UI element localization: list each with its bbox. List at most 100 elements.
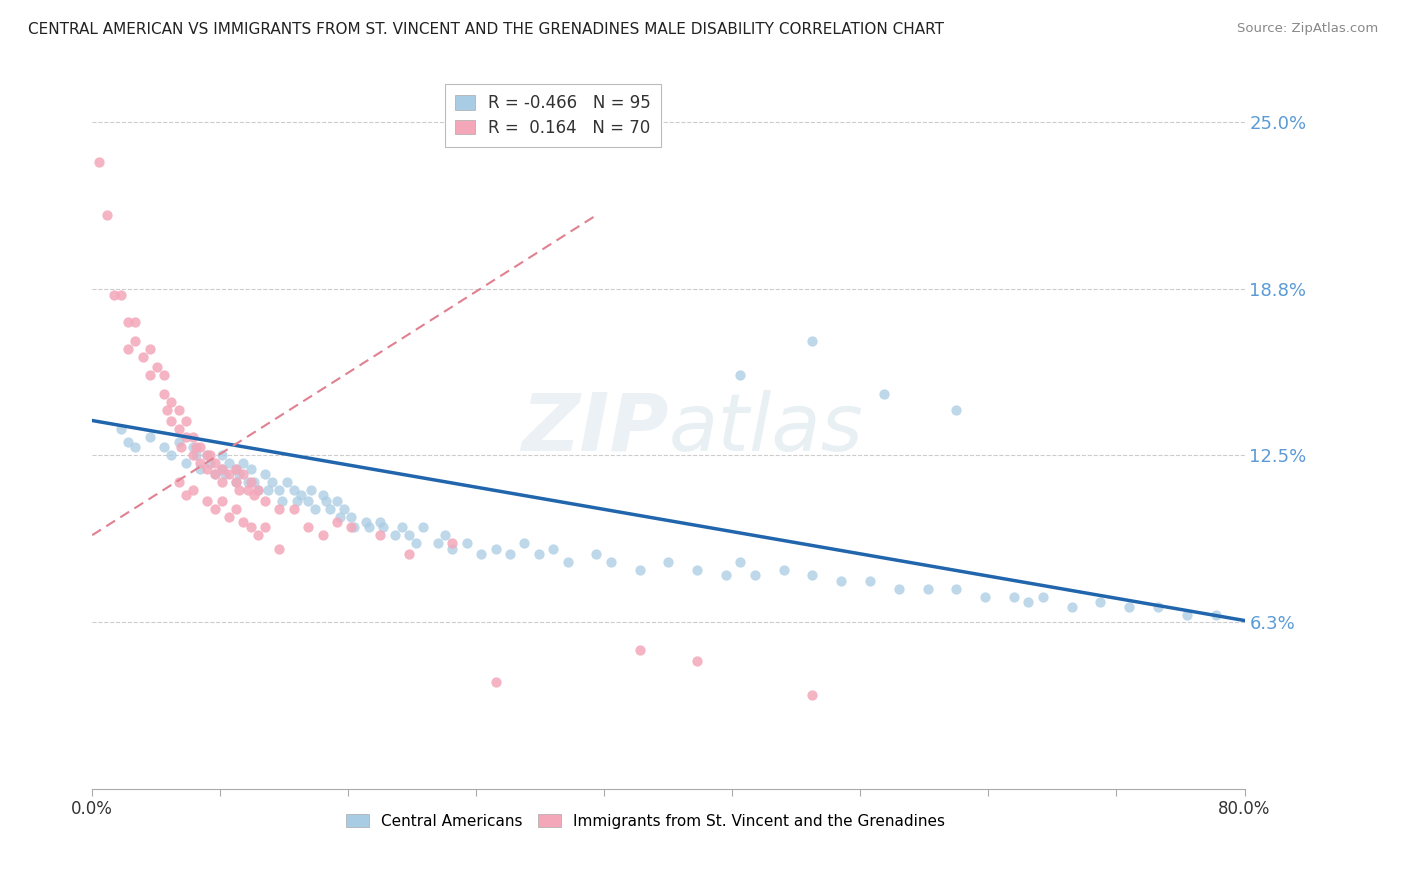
Point (153, 368, 176, 383)
Point (225, 501, 247, 516)
Point (628, 643, 651, 657)
Point (859, 574, 882, 588)
Point (398, 547, 420, 561)
Point (124, 334, 146, 348)
Point (329, 509, 352, 524)
Point (441, 541, 464, 556)
Point (283, 501, 305, 516)
Point (373, 520, 395, 534)
Point (917, 582, 939, 596)
Point (181, 440, 204, 454)
Point (1205, 608, 1227, 623)
Point (211, 493, 233, 508)
Point (225, 475, 247, 489)
Point (239, 520, 262, 534)
Point (167, 421, 190, 435)
Point (368, 528, 391, 542)
Point (830, 574, 852, 588)
Point (1060, 600, 1083, 615)
Point (211, 461, 233, 475)
Point (174, 413, 197, 427)
Point (340, 509, 363, 524)
Point (354, 515, 377, 529)
Point (253, 493, 276, 508)
Point (398, 528, 420, 542)
Point (290, 488, 312, 502)
Point (167, 434, 190, 449)
Point (1032, 590, 1054, 604)
Point (89, 154, 111, 169)
Point (211, 448, 233, 462)
Point (232, 515, 254, 529)
Point (412, 520, 434, 534)
Point (197, 448, 219, 462)
Point (160, 395, 183, 409)
Point (772, 563, 794, 577)
Point (470, 547, 492, 561)
Y-axis label: Male Disability: Male Disability (0, 373, 7, 484)
Text: ZIP: ZIP (522, 390, 668, 467)
Point (188, 456, 211, 470)
Point (253, 520, 276, 534)
Point (441, 536, 464, 550)
Point (343, 520, 366, 534)
Point (204, 456, 226, 470)
Point (945, 402, 967, 417)
Point (103, 288, 125, 302)
Point (801, 334, 824, 348)
Legend: Central Americans, Immigrants from St. Vincent and the Grenadines: Central Americans, Immigrants from St. V… (340, 807, 950, 835)
Point (368, 515, 391, 529)
Point (1147, 600, 1170, 615)
Point (117, 315, 139, 329)
Point (242, 488, 264, 502)
Point (246, 483, 269, 497)
Point (197, 461, 219, 475)
Point (285, 493, 308, 508)
Point (110, 421, 132, 435)
Point (174, 456, 197, 470)
Point (599, 555, 621, 569)
Point (730, 368, 752, 383)
Point (236, 475, 259, 489)
Point (124, 315, 146, 329)
Point (117, 342, 139, 356)
Point (333, 501, 356, 516)
Point (585, 547, 607, 561)
Point (146, 360, 169, 375)
Text: atlas: atlas (668, 390, 863, 467)
Point (117, 434, 139, 449)
Point (1175, 608, 1198, 623)
Point (297, 520, 319, 534)
Point (484, 541, 506, 556)
Point (211, 475, 233, 489)
Point (1002, 590, 1025, 604)
Point (200, 456, 222, 470)
Point (426, 536, 449, 550)
Point (181, 429, 204, 443)
Point (434, 528, 457, 542)
Point (686, 653, 709, 667)
Point (246, 483, 269, 497)
Point (974, 590, 997, 604)
Point (188, 461, 211, 475)
Point (204, 467, 226, 481)
Point (204, 467, 226, 481)
Point (686, 563, 709, 577)
Point (218, 467, 240, 481)
Point (242, 475, 264, 489)
Point (239, 475, 262, 489)
Point (499, 547, 522, 561)
Point (299, 483, 322, 497)
Point (513, 536, 536, 550)
Point (744, 568, 766, 582)
Point (181, 483, 204, 497)
Point (1118, 600, 1140, 615)
Point (225, 461, 247, 475)
Text: CENTRAL AMERICAN VS IMMIGRANTS FROM ST. VINCENT AND THE GRENADINES MALE DISABILI: CENTRAL AMERICAN VS IMMIGRANTS FROM ST. … (28, 22, 943, 37)
Point (269, 483, 291, 497)
Point (311, 488, 333, 502)
Point (160, 413, 183, 427)
Point (527, 547, 550, 561)
Point (326, 493, 349, 508)
Point (218, 509, 240, 524)
